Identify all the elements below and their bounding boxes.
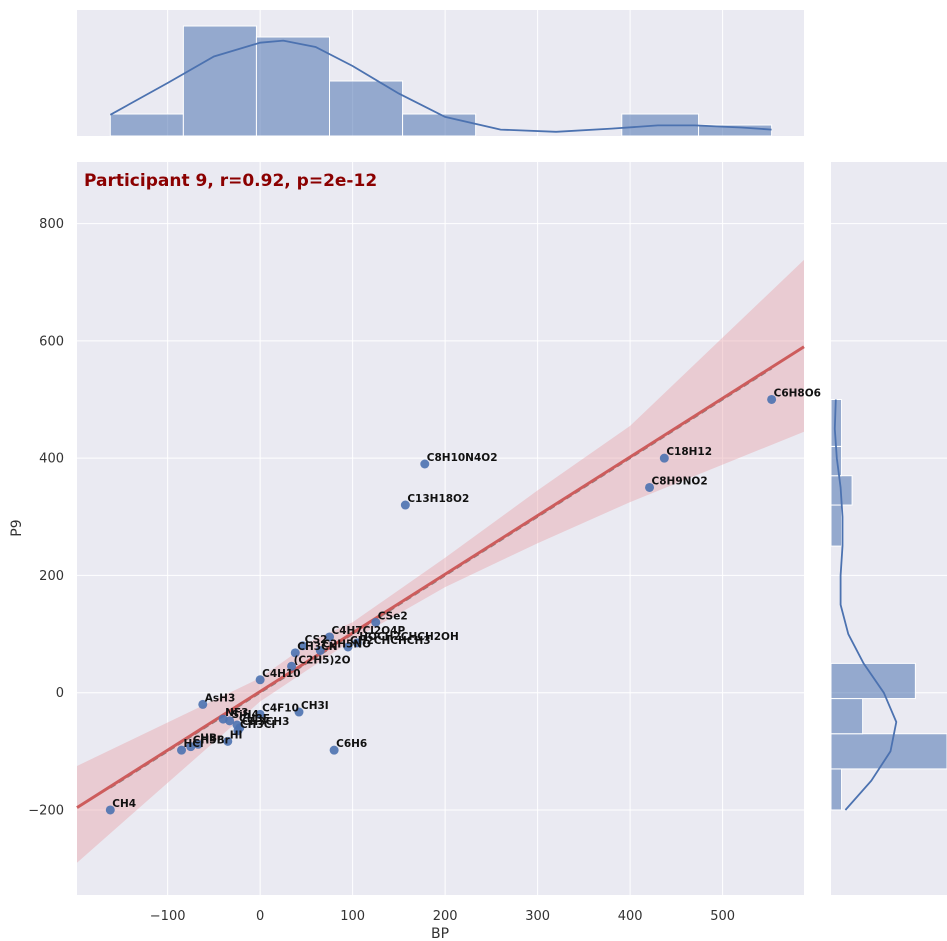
right-kde-curve <box>833 399 898 811</box>
data-point <box>290 648 300 658</box>
scatter-points <box>105 394 777 815</box>
y-tick-label: −200 <box>28 803 64 818</box>
point-label: C18H12 <box>666 446 712 458</box>
top-kde-curve <box>109 39 772 133</box>
top-histogram-bar <box>255 36 331 137</box>
right-histogram-bar <box>830 504 843 547</box>
right-marginal-background <box>831 162 947 895</box>
point-label: C4F10 <box>262 702 299 714</box>
x-tick-label: 0 <box>256 909 264 924</box>
main-grid <box>77 162 804 895</box>
point-label: HCl <box>184 738 204 750</box>
point-label: CH3F <box>239 713 270 725</box>
point-label: C4H7Cl2O4P <box>332 625 406 637</box>
y-tick-label: 200 <box>39 569 64 584</box>
main-plot-background <box>77 162 804 895</box>
point-label: AsH3 <box>205 692 235 704</box>
point-label: C8H9NO2 <box>652 475 708 487</box>
point-label: C2H5NO <box>322 638 371 650</box>
x-tick-label: −100 <box>150 909 186 924</box>
data-point <box>420 459 430 469</box>
data-point <box>287 661 297 671</box>
point-label: C13H18O2 <box>407 493 469 505</box>
y-tick-label: 800 <box>39 217 64 232</box>
y-tick-labels: −200 0 200 400 600 800 <box>28 217 64 818</box>
top-histogram-bar <box>329 80 404 137</box>
confidence-band <box>77 259 804 863</box>
data-point <box>105 805 115 815</box>
y-tick-label: 400 <box>39 452 64 467</box>
right-histogram-bar <box>830 733 947 770</box>
x-tick-label: 400 <box>618 909 643 924</box>
right-marginal-grid <box>831 223 947 811</box>
data-point <box>193 739 203 749</box>
top-marginal-kde <box>109 39 772 133</box>
x-tick-labels: −100 0 100 200 300 400 500 <box>150 909 735 924</box>
top-histogram-bar <box>402 113 477 137</box>
data-point <box>371 617 381 627</box>
point-label: C8H10N4O2 <box>427 452 498 464</box>
data-point <box>233 726 243 736</box>
data-point <box>225 716 235 726</box>
point-labels: CH4 C6H8O6 C18H12 C8H9NO2 C8H10N4O2 C13H18O2 C… <box>112 387 821 809</box>
data-point <box>645 482 655 492</box>
x-axis-label: BP <box>431 926 449 941</box>
y-tick-label: 600 <box>39 334 64 349</box>
point-label: HI <box>230 729 243 741</box>
top-histogram-bar <box>109 113 184 137</box>
data-point <box>400 500 410 510</box>
point-label: CH3Br <box>193 735 231 747</box>
data-point <box>255 675 265 685</box>
point-label: CS2 <box>305 634 328 646</box>
data-point <box>223 736 233 746</box>
right-marginal-histogram <box>830 398 947 811</box>
data-point <box>315 645 325 655</box>
data-point <box>255 709 265 719</box>
point-label: C6H6 <box>336 738 367 750</box>
chart-title: Participant 9, r=0.92, p=2e-12 <box>84 171 377 191</box>
point-label: HOCH2CHCH2OH <box>359 631 459 643</box>
data-point <box>329 745 339 755</box>
data-point <box>186 742 196 752</box>
point-label: CH4 <box>112 798 136 810</box>
data-point <box>177 745 187 755</box>
top-histogram-bar <box>698 124 773 137</box>
point-label: (C2H5)2O <box>294 654 351 666</box>
data-point <box>325 632 335 642</box>
y-tick-label: 0 <box>56 686 64 701</box>
point-label: SiH4 <box>232 709 259 721</box>
top-histogram-bar <box>182 25 257 137</box>
regression-line <box>76 345 805 809</box>
ci-band-area <box>77 259 804 863</box>
data-point <box>298 641 308 651</box>
regression-line-path <box>76 345 805 809</box>
point-label: NF3 <box>225 707 248 719</box>
point-label: CH3CH3 <box>242 716 290 728</box>
point-label: CH3I <box>301 700 329 712</box>
right-histogram-bar <box>830 662 916 700</box>
y-axis-label: P9 <box>9 519 25 536</box>
data-point <box>352 638 362 648</box>
x-tick-label: 200 <box>433 909 458 924</box>
data-point <box>198 699 208 709</box>
point-label: CH2CHCHCH3 <box>350 635 431 647</box>
right-histogram-bar <box>830 698 864 735</box>
x-tick-label: 300 <box>525 909 550 924</box>
point-label: C6H8O6 <box>774 387 821 399</box>
right-histogram-bar <box>830 768 843 811</box>
data-point <box>767 394 777 404</box>
x-tick-label: 100 <box>340 909 365 924</box>
point-label: CSe2 <box>378 610 408 622</box>
right-marginal-kde <box>833 399 898 811</box>
point-label: CH3Cl <box>240 719 275 731</box>
data-point <box>343 642 353 652</box>
point-label: CH3CN <box>297 641 337 653</box>
data-point <box>659 453 669 463</box>
point-label: C4H10 <box>262 668 300 680</box>
data-point <box>294 707 304 717</box>
point-label: HBr <box>200 732 223 744</box>
x-tick-label: 500 <box>710 909 735 924</box>
